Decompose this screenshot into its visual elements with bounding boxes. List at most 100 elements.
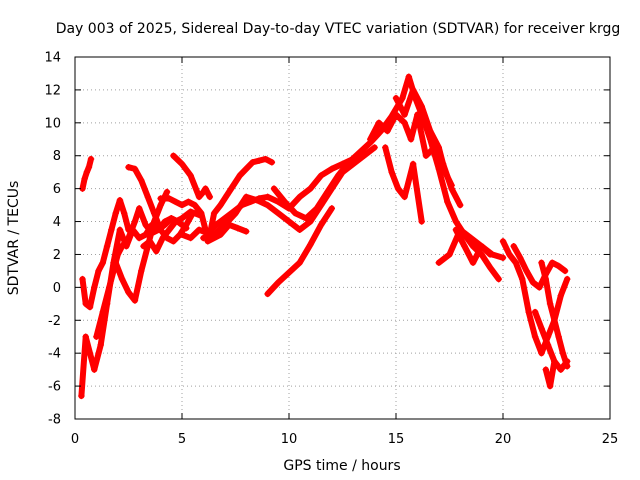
data-point	[93, 333, 100, 340]
series-arc-9	[170, 152, 214, 201]
data-point	[538, 349, 545, 357]
data-point	[469, 259, 477, 266]
data-point	[86, 349, 94, 357]
data-point	[382, 144, 389, 151]
data-point	[198, 210, 205, 217]
data-point	[564, 363, 571, 370]
data-point	[418, 218, 425, 225]
data-point	[435, 165, 442, 173]
data-point	[401, 119, 408, 127]
y-axis-label: SDTVAR / TECUs	[6, 181, 22, 296]
data-point	[118, 243, 126, 250]
y-tick-label: 14	[44, 51, 61, 66]
y-tick-label: 8	[53, 149, 61, 164]
data-point	[78, 392, 85, 400]
data-point	[232, 210, 239, 217]
data-point	[87, 155, 95, 163]
data-point	[559, 349, 567, 357]
series-trace	[170, 152, 213, 200]
series-arc-13	[264, 205, 335, 298]
series-arc-12	[204, 221, 250, 245]
data-point	[243, 165, 250, 173]
data-point	[138, 267, 145, 275]
data-point	[178, 231, 186, 238]
series-trace	[532, 309, 571, 373]
data-point	[356, 149, 363, 156]
data-point	[225, 221, 233, 229]
data-point	[178, 215, 186, 222]
data-point	[461, 243, 468, 250]
data-point	[112, 210, 119, 217]
data-point	[467, 234, 475, 242]
y-tick-label: -8	[48, 413, 61, 428]
data-point	[551, 317, 558, 324]
data-point	[401, 111, 408, 118]
data-point	[200, 188, 207, 196]
data-point	[165, 226, 173, 233]
data-point	[125, 289, 132, 296]
data-point	[161, 221, 169, 229]
data-point	[206, 193, 214, 201]
data-point	[375, 119, 383, 127]
data-point	[157, 226, 164, 233]
data-point	[392, 111, 400, 118]
data-point	[506, 251, 513, 258]
data-point	[313, 205, 321, 212]
y-tick-label: 0	[53, 281, 61, 296]
data-point	[185, 198, 192, 205]
data-point	[204, 238, 211, 245]
data-point	[285, 218, 293, 225]
data-point	[542, 275, 549, 283]
y-tick-label: -2	[48, 314, 61, 329]
data-point	[448, 182, 455, 189]
data-point	[159, 234, 166, 242]
x-tick-label: 10	[281, 432, 298, 447]
data-point	[422, 152, 430, 159]
x-tick-label: 25	[602, 432, 619, 447]
data-point	[142, 221, 149, 229]
data-point	[150, 210, 158, 217]
data-point	[555, 262, 562, 270]
data-point	[546, 382, 554, 390]
data-point	[223, 192, 231, 199]
data-point	[427, 127, 434, 135]
data-point	[243, 193, 250, 201]
data-point	[407, 136, 415, 143]
data-point	[531, 308, 539, 316]
data-point	[97, 341, 104, 349]
data-point	[195, 193, 203, 201]
data-point	[384, 127, 391, 135]
data-point	[83, 168, 90, 176]
data-point	[307, 241, 314, 248]
data-point	[317, 172, 325, 179]
x-axis-label: GPS time / hours	[283, 458, 400, 474]
data-point	[200, 234, 207, 242]
data-point	[499, 254, 507, 261]
data-point	[264, 193, 271, 201]
data-point	[409, 86, 417, 94]
data-point	[86, 303, 94, 311]
data-point	[91, 284, 98, 291]
data-point	[452, 226, 460, 233]
data-point	[275, 210, 282, 217]
data-point	[85, 164, 93, 171]
data-point	[187, 234, 194, 242]
y-tick-label: -4	[48, 347, 61, 362]
data-point	[118, 275, 126, 283]
series-trace	[382, 144, 425, 225]
axis-ticks: 0 5 10 15 20 25 -8 -6 -4 -2 0 2 4 6 8 10 12 14	[44, 51, 618, 448]
data-point	[136, 205, 143, 212]
data-point	[146, 238, 154, 245]
data-point	[136, 234, 143, 242]
data-point	[187, 172, 194, 179]
data-point	[131, 165, 139, 173]
data-point	[262, 155, 269, 163]
data-point	[296, 226, 303, 233]
data-point	[125, 164, 132, 171]
data-point	[157, 195, 164, 202]
data-point	[555, 333, 562, 340]
series-arc-24	[542, 358, 558, 390]
x-tick-label: 5	[178, 432, 186, 447]
data-point	[191, 201, 199, 209]
